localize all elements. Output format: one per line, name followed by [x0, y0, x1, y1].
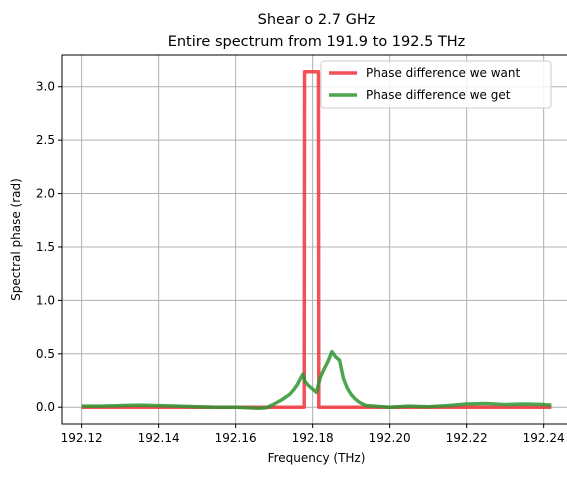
- legend-label-get: Phase difference we get: [366, 88, 511, 102]
- y-tick-label: 1.5: [36, 240, 55, 254]
- y-tick-label: 2.5: [36, 133, 55, 147]
- x-tick-label: 192.18: [292, 431, 334, 445]
- x-tick-label: 192.16: [215, 431, 257, 445]
- series-line-want: [81, 70, 552, 409]
- y-tick-label: 0.5: [36, 347, 55, 361]
- y-tick-label: 0.0: [36, 400, 55, 414]
- plot-frame: [61, 54, 567, 425]
- x-tick-label: 192.14: [138, 431, 180, 445]
- x-tick-label: 192.24: [523, 431, 565, 445]
- x-tick-label: 192.22: [446, 431, 488, 445]
- legend-label-want: Phase difference we want: [366, 66, 520, 80]
- y-tick-label: 2.0: [36, 187, 55, 201]
- legend: Phase difference we want Phase differenc…: [320, 60, 552, 109]
- chart-title: Shear o 2.7 GHz: [258, 12, 376, 28]
- y-tick-label: 1.0: [36, 293, 55, 307]
- series-line-get: [81, 349, 552, 411]
- y-axis-label: Spectral phase (rad): [9, 178, 23, 301]
- legend-box: [320, 60, 552, 109]
- x-axis-ticks: 192.12 192.14 192.16 192.18 192.20 192.22 192.…: [61, 424, 565, 445]
- y-axis-ticks: 0.0 0.5 1.0 1.5 2.0 2.5 3.0: [36, 80, 62, 414]
- x-axis-label: Frequency (THz): [268, 451, 366, 465]
- x-tick-label: 192.12: [61, 431, 103, 445]
- chart-subtitle: Entire spectrum from 191.9 to 192.5 THz: [168, 34, 466, 50]
- x-tick-label: 192.20: [369, 431, 411, 445]
- y-tick-label: 3.0: [36, 80, 55, 94]
- series-layer: [81, 70, 552, 411]
